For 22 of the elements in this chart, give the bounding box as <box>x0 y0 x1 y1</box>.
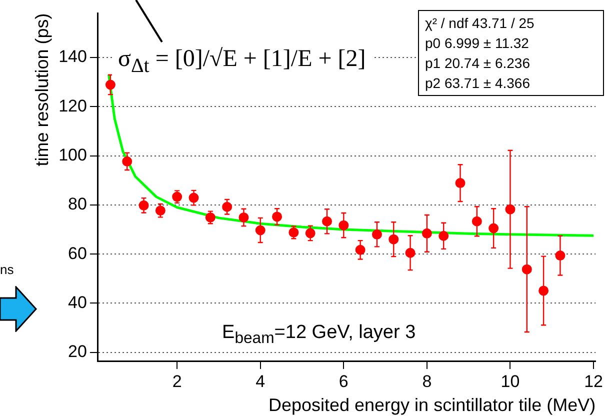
y-axis-title: time resolution (ps) <box>32 13 52 166</box>
y-tick-label: 60 <box>68 244 87 263</box>
y-tick-label: 120 <box>58 96 87 116</box>
annotation: p0 6.999 ± 11.32 <box>425 34 530 53</box>
y-tick-label: 40 <box>68 292 87 312</box>
x-axis-title: Deposited energy in scintillator tile (MeV) <box>268 395 596 416</box>
x-tick-label: 12 <box>584 372 603 391</box>
x-tick-label: 4 <box>256 372 266 391</box>
annotation: p2 63.71 ± 4.366 <box>425 74 531 93</box>
text: ns <box>0 262 14 277</box>
annotation: p1 20.74 ± 6.236 <box>425 54 531 73</box>
x-tick-label: 10 <box>500 372 520 391</box>
y-tick-label: 20 <box>68 342 87 362</box>
y-tick-label: 80 <box>68 194 87 214</box>
y-tick-label: 100 <box>58 145 87 164</box>
annotation: σ$_{Δt}$ = [0]/√E + [1]/E + [2] <box>112 44 372 80</box>
annotation: χ² / ndf 43.71 / 25 <box>425 14 536 33</box>
x-tick-label: 2 <box>172 372 182 391</box>
x-tick-label: 6 <box>338 372 348 391</box>
annotation: E$_{beam}$=12 GeV, layer 3 <box>222 322 416 348</box>
y-tick-label: 140 <box>58 47 87 66</box>
x-tick-label: 8 <box>422 372 432 391</box>
